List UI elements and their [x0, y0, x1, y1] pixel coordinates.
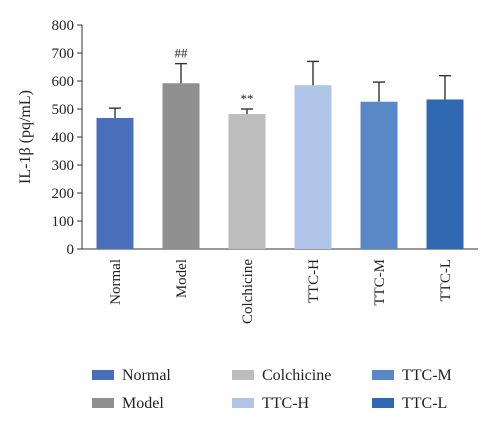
bar-ttc-m	[360, 101, 398, 249]
bar-model	[162, 83, 200, 250]
bars: ## **	[96, 46, 464, 250]
category-label: Normal	[108, 259, 124, 305]
legend-swatch	[232, 398, 254, 408]
bar-colchicine	[228, 114, 266, 249]
y-tick-label: 500	[52, 102, 75, 118]
y-tick-label: 700	[52, 46, 75, 62]
category-label: TTC-H	[306, 259, 322, 303]
y-tick-label: 600	[52, 74, 75, 90]
legend-label: TTC-M	[402, 367, 452, 384]
legend-swatch	[232, 370, 254, 380]
legend: Normal Model Colchicine TTC-H TTC-M TTC-L	[92, 367, 452, 412]
legend-label: Normal	[122, 367, 171, 384]
legend-label: TTC-H	[262, 395, 310, 412]
y-tick-label: 0	[67, 242, 75, 258]
legend-swatch	[372, 370, 394, 380]
y-tick-label: 400	[52, 130, 75, 146]
axes: 0 100 200 300 400 500 600 700 800 IL-1β (pq/mL)	[17, 18, 478, 258]
legend-swatch	[92, 370, 114, 380]
y-tick-label: 100	[52, 214, 75, 230]
y-tick-label: 300	[52, 158, 75, 174]
significance-label: ##	[175, 46, 189, 61]
significance-label: **	[241, 91, 254, 106]
bar-ttc-h	[294, 85, 332, 249]
y-tick-label: 200	[52, 186, 75, 202]
bar-normal	[96, 117, 134, 250]
category-label: TTC-M	[372, 259, 388, 306]
legend-label: Colchicine	[262, 367, 331, 384]
legend-label: TTC-L	[402, 395, 447, 412]
category-label: Model	[174, 259, 190, 298]
y-axis-title: IL-1β (pq/mL)	[17, 90, 34, 184]
category-label: TTC-L	[438, 259, 454, 302]
legend-label: Model	[122, 395, 164, 412]
legend-swatch	[372, 398, 394, 408]
bar-ttc-l	[426, 99, 464, 249]
y-tick-label: 800	[52, 18, 75, 34]
category-labels: Normal Model Colchicine TTC-H TTC-M TTC-L	[108, 259, 454, 324]
legend-swatch	[92, 398, 114, 408]
category-label: Colchicine	[240, 259, 256, 324]
